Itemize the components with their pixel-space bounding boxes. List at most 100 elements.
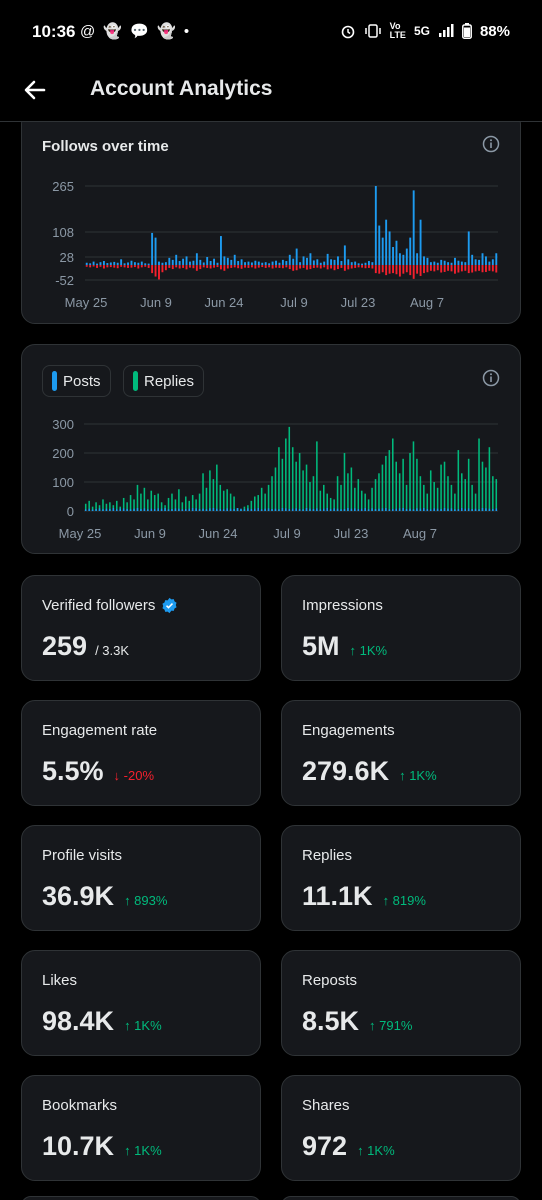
stat-label: Profile visits	[42, 847, 123, 864]
legend-posts[interactable]: Posts	[42, 365, 111, 397]
replies-bar	[136, 484, 139, 511]
follows-loss-bar	[89, 265, 92, 268]
info-icon[interactable]	[482, 135, 500, 153]
battery-icon	[462, 23, 472, 39]
x-tick-label: May 25	[65, 295, 108, 310]
follows-gain-bar	[350, 262, 353, 266]
status-right: Vo LTE 5G 88%	[340, 22, 510, 40]
follows-gain-bar	[398, 253, 401, 266]
posts-bar	[398, 508, 401, 511]
follows-chart-card: Follows over time 265 108 28 -52 May 25 Jun 9…	[21, 110, 521, 324]
stat-change: ↑ 1K%	[124, 1018, 162, 1033]
posts-bar	[205, 509, 208, 511]
posts-bar	[129, 509, 132, 511]
replies-bar	[257, 495, 260, 511]
stat-card-partial[interactable]	[21, 1196, 261, 1200]
follows-loss-bar	[102, 265, 105, 269]
follows-gain-bar	[127, 262, 129, 266]
follows-gain-bar	[199, 259, 202, 266]
replies-bar	[464, 479, 467, 511]
y-tick-label: 200	[52, 446, 74, 461]
posts-swatch	[52, 371, 57, 391]
follows-loss-bar	[337, 265, 339, 270]
follows-gain-bar	[295, 248, 298, 266]
posts-bar	[257, 508, 260, 511]
follows-gain-bar	[481, 253, 484, 266]
follows-gain-bar	[213, 258, 216, 266]
stat-verified-followers[interactable]: Verified followers 259 / 3.3K	[21, 575, 261, 681]
follows-gain-bar	[433, 261, 436, 266]
follows-loss-bar	[209, 265, 212, 269]
y-tick-label: 28	[60, 250, 74, 265]
follows-gain-bar	[140, 261, 143, 266]
follows-loss-bar	[237, 265, 240, 269]
follows-gain-bar	[92, 261, 95, 266]
replies-bar	[360, 490, 363, 511]
x-tick-label: Jul 23	[341, 295, 376, 310]
stat-profile-visits[interactable]: Profile visits 36.9K ↑ 893%	[21, 825, 261, 931]
replies-bar	[157, 493, 159, 511]
posts-bar	[305, 508, 308, 511]
follows-gain-bar	[478, 259, 481, 266]
stat-value: 259 / 3.3K	[42, 631, 129, 662]
replies-swatch	[133, 371, 138, 391]
posts-bar	[367, 509, 370, 511]
replies-bar	[433, 482, 435, 511]
replies-bar	[129, 495, 132, 511]
replies-bar	[171, 493, 173, 511]
posts-bar	[115, 509, 118, 511]
posts-bar	[360, 508, 363, 511]
stat-replies[interactable]: Replies 11.1K ↑ 819%	[281, 825, 521, 931]
follows-loss-bar	[226, 265, 229, 269]
posts-replies-chart-card: Posts Replies 300 200 100 0 May 25 Jun 9 Jun 2…	[21, 344, 521, 554]
follows-loss-bar	[485, 265, 487, 272]
stat-bookmarks[interactable]: Bookmarks 10.7K ↑ 1K%	[21, 1075, 261, 1181]
stat-card-partial[interactable]	[281, 1196, 521, 1200]
info-icon[interactable]	[482, 369, 500, 387]
follows-gain-bar	[395, 240, 398, 266]
stat-change: ↑ 1K%	[349, 643, 388, 658]
legend-replies[interactable]: Replies	[123, 365, 205, 397]
follows-gain-bar	[96, 263, 98, 266]
replies-bar	[202, 473, 204, 511]
replies-bar	[436, 487, 439, 511]
posts-bar	[488, 508, 491, 511]
x-tick-label: Jun 9	[140, 295, 172, 310]
follows-gain-bar	[367, 261, 370, 266]
replies-bar	[329, 497, 332, 511]
replies-bar	[178, 489, 180, 511]
follows-gain-bar	[226, 257, 229, 266]
follows-loss-bar	[381, 265, 384, 273]
posts-bar	[264, 508, 266, 511]
follows-gain-bar	[337, 256, 339, 266]
stat-engagement-rate[interactable]: Engagement rate 5.5% ↓ -20%	[21, 700, 261, 806]
stat-likes[interactable]: Likes 98.4K ↑ 1K%	[21, 950, 261, 1056]
follows-gain-bar	[219, 236, 222, 266]
follows-loss-bar	[240, 265, 243, 269]
follows-gain-bar	[189, 261, 191, 266]
follows-loss-bar	[371, 265, 374, 269]
stat-value: 5M ↑ 1K%	[302, 631, 387, 662]
back-arrow-icon[interactable]	[20, 74, 52, 106]
y-tick-label: 100	[52, 475, 74, 490]
follows-gain-bar	[113, 261, 116, 266]
stat-impressions[interactable]: Impressions 5M ↑ 1K%	[281, 575, 521, 681]
replies-bar	[340, 484, 342, 511]
posts-bar	[184, 508, 187, 511]
stat-shares[interactable]: Shares 972 ↑ 1K%	[281, 1075, 521, 1181]
follows-gain-bar	[233, 254, 236, 266]
stat-value: 5.5% ↓ -20%	[42, 756, 154, 787]
stat-change: ↑ 1K%	[357, 1143, 395, 1158]
follows-loss-bar	[398, 265, 401, 277]
follows-loss-bar	[423, 265, 425, 274]
posts-bar	[454, 509, 456, 511]
follows-gain-bar	[392, 247, 394, 266]
stat-engagements[interactable]: Engagements 279.6K ↑ 1K%	[281, 700, 521, 806]
posts-bar	[474, 508, 477, 511]
posts-bar	[164, 508, 166, 511]
posts-bar	[316, 508, 318, 511]
follows-loss-bar	[192, 265, 195, 269]
follows-loss-bar	[464, 265, 467, 271]
stat-reposts[interactable]: Reposts 8.5K ↑ 791%	[281, 950, 521, 1056]
y-tick-label: 108	[52, 225, 74, 240]
